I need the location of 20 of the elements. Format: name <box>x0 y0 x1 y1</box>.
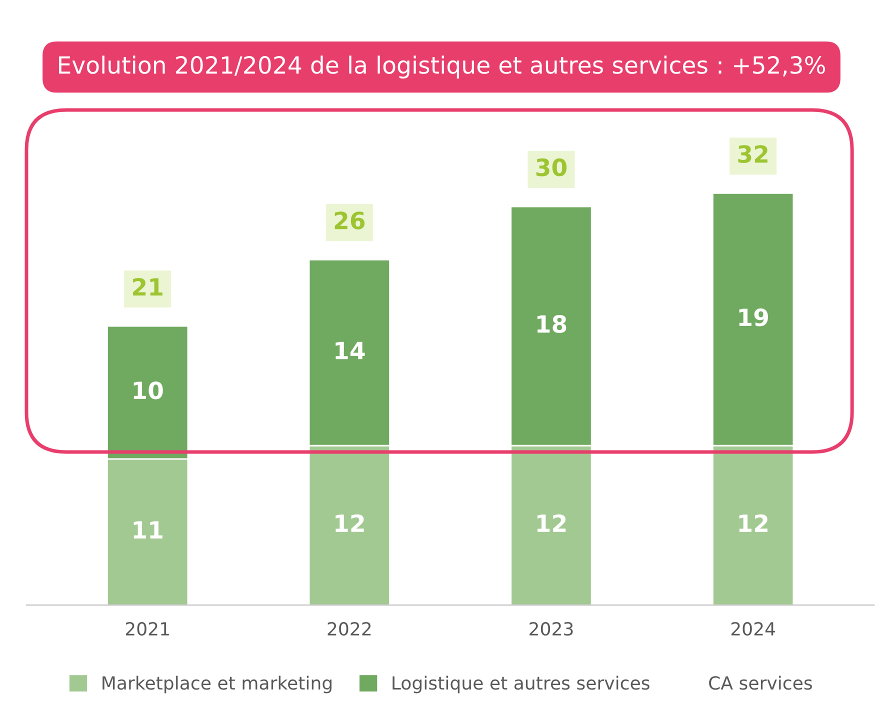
chart-title: Evolution 2021/2024 de la logistique et autres services : +52,3% <box>59 56 825 78</box>
data-label: 11 <box>134 521 162 538</box>
total-label: 26 <box>334 212 365 230</box>
data-label: 18 <box>537 315 566 333</box>
data-label: 12 <box>336 514 364 532</box>
x-tick-label: 2024 <box>731 622 776 636</box>
x-tick-label: 2023 <box>530 622 573 636</box>
total-label: 21 <box>133 278 162 296</box>
total-label: 30 <box>536 158 567 176</box>
legend-label: Marketplace et marketing <box>102 676 332 694</box>
data-label: 12 <box>537 514 566 532</box>
data-label: 10 <box>134 381 163 400</box>
data-label: 12 <box>739 514 768 532</box>
data-label: 14 <box>336 342 365 360</box>
x-tick-label: 2022 <box>328 622 371 636</box>
total-label: 32 <box>738 145 768 163</box>
legend-label: Logistique et autres services <box>392 676 650 694</box>
x-tick-label: 2021 <box>126 622 169 636</box>
data-label: 19 <box>739 308 768 326</box>
text: CA services <box>709 676 812 690</box>
